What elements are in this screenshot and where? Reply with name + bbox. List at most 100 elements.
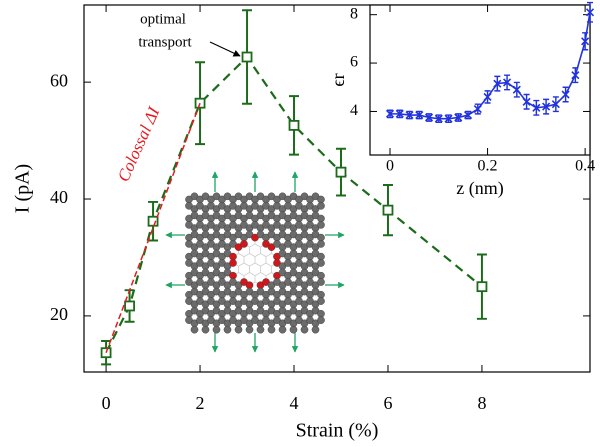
x-axis-label: Strain (%)	[296, 420, 379, 442]
point	[415, 111, 424, 120]
y-tick-label: 4	[350, 102, 358, 119]
y-tick-label: 60	[50, 70, 68, 90]
point	[581, 37, 590, 46]
point	[424, 113, 434, 122]
point	[395, 109, 404, 118]
y-tick-label: 40	[50, 187, 68, 207]
bond	[260, 272, 267, 277]
atom	[317, 316, 325, 324]
x-tick-label: 0	[386, 158, 394, 175]
atom	[311, 325, 320, 334]
atom	[317, 271, 325, 280]
point	[512, 85, 521, 94]
atom	[229, 271, 237, 280]
bond	[249, 243, 256, 248]
point	[288, 119, 300, 131]
point	[522, 97, 531, 106]
point	[561, 90, 570, 99]
point	[473, 104, 482, 114]
y-axis-label: ϵr	[328, 73, 348, 86]
atom	[317, 221, 325, 229]
atom	[229, 252, 237, 261]
point	[571, 71, 580, 80]
point	[434, 114, 443, 123]
point	[542, 102, 551, 111]
bond	[243, 253, 250, 257]
atom	[317, 259, 325, 267]
atom	[212, 325, 221, 334]
point	[335, 166, 347, 178]
atom	[201, 325, 210, 334]
y-tick-label: 8	[350, 5, 358, 22]
x-tick-label: 0.4	[575, 158, 595, 175]
x-tick-label: 6	[383, 393, 392, 413]
point	[503, 78, 512, 87]
point	[147, 215, 159, 227]
bond	[249, 253, 256, 257]
bond	[238, 253, 245, 257]
atom	[229, 259, 237, 267]
point	[585, 8, 595, 17]
inset-background	[370, 5, 590, 155]
x-tick-label: 0.2	[478, 158, 498, 175]
series-line	[390, 12, 591, 120]
bond	[249, 272, 256, 277]
point	[476, 281, 488, 293]
atom	[234, 325, 243, 334]
atom	[317, 240, 325, 248]
atom	[289, 325, 298, 334]
point	[444, 114, 453, 123]
x-tick-label: 4	[290, 393, 299, 413]
bond	[249, 262, 256, 267]
bond	[254, 253, 261, 257]
bond	[238, 262, 245, 267]
atom	[317, 195, 325, 204]
atom	[245, 281, 254, 290]
graphene-illustration	[165, 171, 345, 353]
bond	[254, 272, 261, 277]
bond	[265, 262, 272, 267]
atom	[317, 278, 325, 286]
atom	[300, 325, 309, 334]
bond	[260, 262, 267, 267]
bond	[254, 243, 261, 248]
annotation: Colossal ΔI	[114, 103, 164, 184]
x-axis-label: z (nm)	[456, 178, 503, 199]
y-axis-label: I (pA)	[12, 164, 34, 213]
atom	[317, 297, 325, 305]
point	[493, 79, 502, 88]
x-tick-label: 2	[196, 393, 205, 413]
atom	[245, 325, 254, 334]
atom	[317, 310, 325, 318]
y-tick-label: 6	[350, 54, 358, 71]
point	[483, 92, 492, 102]
point	[124, 300, 135, 312]
plot-frame	[83, 4, 591, 373]
point	[454, 113, 463, 122]
bond	[265, 272, 272, 277]
point	[532, 103, 541, 112]
plot-frame	[369, 4, 591, 156]
bond	[265, 253, 272, 257]
y-tick-label: 20	[50, 304, 68, 324]
atom	[317, 233, 325, 242]
annotation: optimal	[140, 11, 186, 27]
point	[551, 100, 560, 109]
atom	[240, 240, 248, 248]
bond	[243, 272, 250, 277]
point	[385, 109, 395, 118]
atom	[317, 290, 325, 299]
atom	[223, 325, 232, 334]
bond	[238, 272, 245, 277]
atom	[267, 325, 276, 334]
x-tick-label: 0	[102, 393, 111, 413]
bond	[260, 253, 267, 257]
annotation-arrow	[209, 41, 241, 57]
atom	[256, 325, 265, 334]
atom	[278, 325, 287, 334]
point	[463, 111, 473, 120]
x-tick-label: 8	[477, 393, 486, 413]
atom	[317, 202, 325, 210]
atom	[317, 214, 325, 223]
